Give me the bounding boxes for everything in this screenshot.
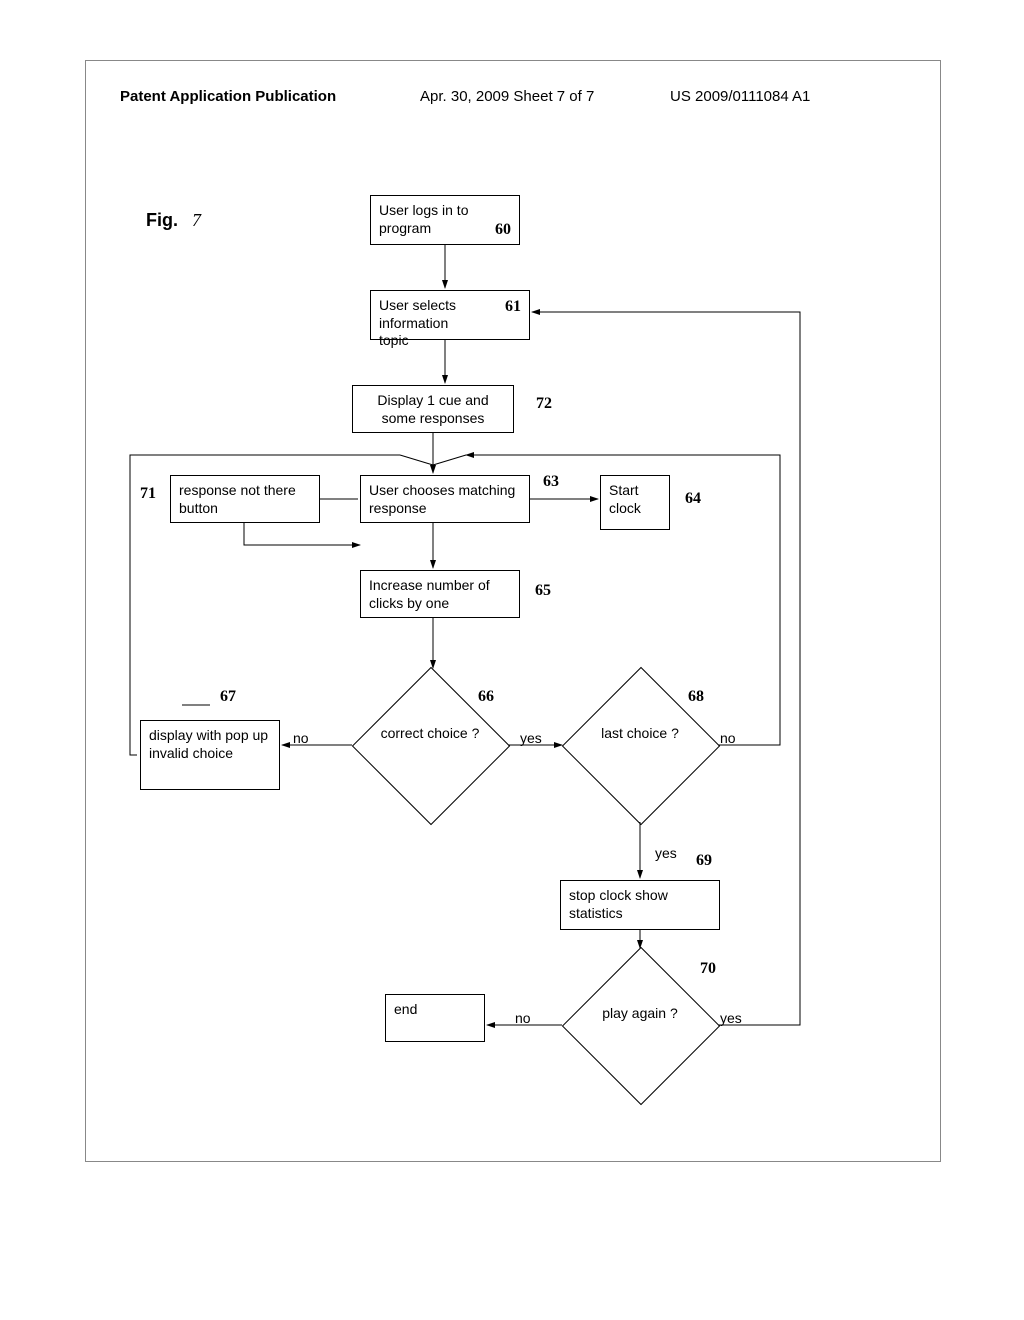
node-69-text: stop clock show statistics bbox=[569, 887, 668, 921]
node-end-box: end bbox=[385, 994, 485, 1042]
node-64-ref: 64 bbox=[685, 490, 701, 508]
node-61-text: User selects information topic bbox=[379, 297, 474, 350]
node-63-ref: 63 bbox=[543, 473, 559, 491]
header-right: US 2009/0111084 A1 bbox=[670, 88, 810, 105]
edge-no-68: no bbox=[720, 730, 736, 746]
node-66-text: correct choice ? bbox=[375, 725, 485, 742]
node-70-ref: 70 bbox=[700, 960, 716, 978]
node-64-text: Start clock bbox=[609, 482, 641, 516]
node-64-box: Start clock bbox=[600, 475, 670, 530]
node-63-box: User chooses matching response bbox=[360, 475, 530, 523]
node-65-text: Increase number of clicks by one bbox=[369, 577, 490, 611]
node-66-ref: 66 bbox=[478, 688, 494, 706]
node-70-text: play again ? bbox=[585, 1005, 695, 1022]
edge-no-66: no bbox=[293, 730, 309, 746]
node-end-text: end bbox=[394, 1001, 417, 1017]
node-69-ref: 69 bbox=[696, 852, 712, 870]
node-69-box: stop clock show statistics bbox=[560, 880, 720, 930]
figure-label: Fig. bbox=[146, 210, 178, 231]
node-72-text: Display 1 cue and some responses bbox=[377, 392, 488, 426]
node-67-ref: 67 bbox=[220, 688, 236, 706]
node-65-ref: 65 bbox=[535, 582, 551, 600]
node-72-ref: 72 bbox=[536, 395, 552, 413]
header-mid: Apr. 30, 2009 Sheet 7 of 7 bbox=[420, 88, 594, 105]
node-60-box: User logs in to program 60 bbox=[370, 195, 520, 245]
figure-number: 7 bbox=[192, 210, 201, 231]
edge-yes-70: yes bbox=[720, 1010, 742, 1026]
node-68-text: last choice ? bbox=[585, 725, 695, 742]
node-72-box: Display 1 cue and some responses bbox=[352, 385, 514, 433]
node-67-box: display with pop up invalid choice bbox=[140, 720, 280, 790]
node-63-text: User chooses matching response bbox=[369, 482, 515, 516]
edge-no-70: no bbox=[515, 1010, 531, 1026]
node-60-ref: 60 bbox=[495, 220, 511, 240]
node-71-text: response not there button bbox=[179, 482, 296, 516]
node-60-text: User logs in to program bbox=[379, 202, 468, 236]
header-left: Patent Application Publication bbox=[120, 88, 336, 105]
node-68-ref: 68 bbox=[688, 688, 704, 706]
node-71-box: response not there button bbox=[170, 475, 320, 523]
edge-yes-66: yes bbox=[520, 730, 542, 746]
node-61-box: User selects information topic 61 bbox=[370, 290, 530, 340]
node-65-box: Increase number of clicks by one bbox=[360, 570, 520, 618]
node-67-text: display with pop up invalid choice bbox=[149, 727, 268, 761]
node-71-ref: 71 bbox=[140, 485, 156, 503]
node-61-ref: 61 bbox=[505, 297, 521, 317]
edge-yes-68: yes bbox=[655, 845, 677, 861]
